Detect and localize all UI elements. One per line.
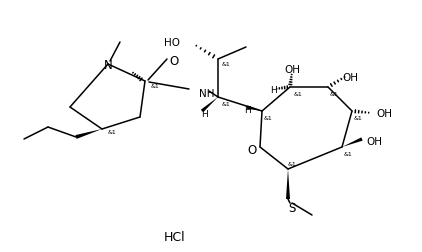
Text: OH: OH: [284, 65, 300, 75]
Text: OH: OH: [366, 137, 382, 146]
Text: O: O: [247, 143, 257, 156]
Text: H: H: [245, 105, 252, 114]
Polygon shape: [342, 138, 362, 147]
Polygon shape: [201, 98, 218, 113]
Text: NH: NH: [199, 89, 214, 99]
Polygon shape: [246, 106, 262, 112]
Text: &1: &1: [264, 115, 272, 120]
Text: &1: &1: [344, 151, 352, 156]
Text: H: H: [200, 109, 207, 118]
Text: &1: &1: [108, 129, 116, 134]
Text: &1: &1: [330, 91, 338, 96]
Text: HO: HO: [164, 38, 180, 48]
Text: &1: &1: [222, 101, 230, 106]
Text: &1: &1: [294, 91, 303, 96]
Text: HCl: HCl: [164, 231, 186, 243]
Text: &1: &1: [222, 61, 230, 66]
Text: O: O: [169, 54, 179, 67]
Text: &1: &1: [354, 115, 362, 120]
Text: &1: &1: [288, 161, 296, 166]
Text: S: S: [288, 202, 296, 215]
Text: N: N: [104, 58, 112, 71]
Text: &1: &1: [151, 83, 160, 88]
Polygon shape: [286, 169, 290, 199]
Text: H: H: [271, 85, 277, 94]
Polygon shape: [76, 130, 102, 139]
Text: OH: OH: [342, 73, 358, 83]
Text: OH: OH: [376, 109, 392, 118]
